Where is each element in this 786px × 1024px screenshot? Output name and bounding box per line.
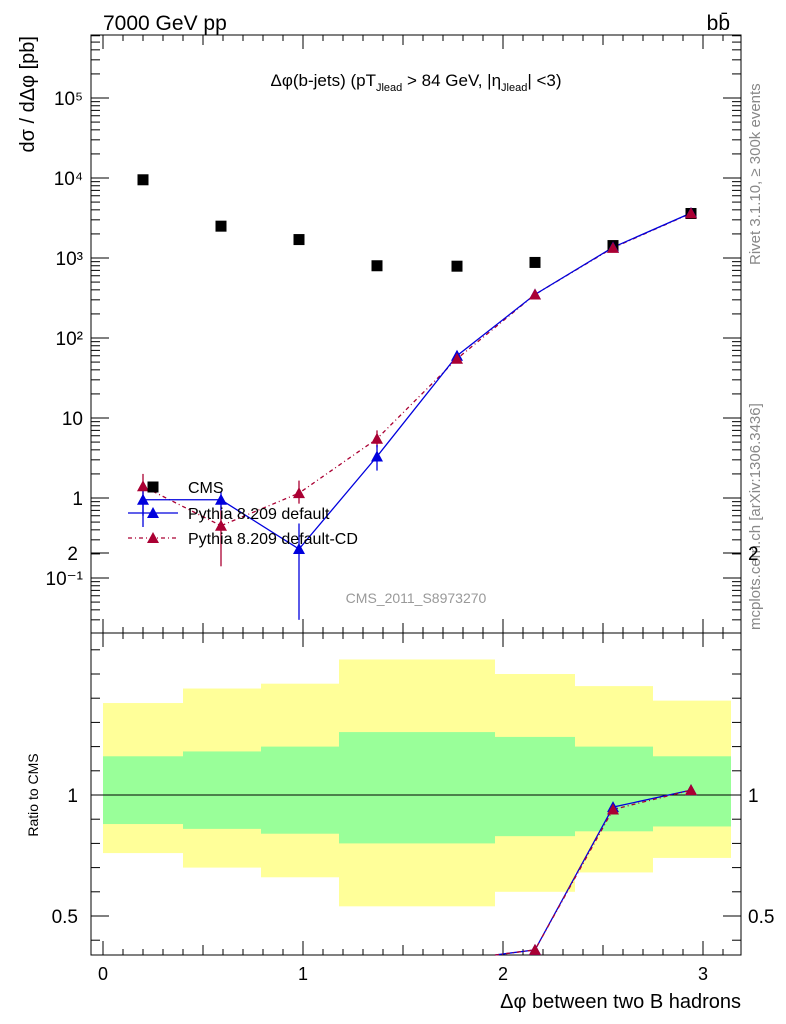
ratio-marker-pythia-cd — [529, 943, 541, 955]
ratio-y-tick-label: 1 — [67, 786, 78, 807]
marker-pythia-default — [215, 493, 227, 505]
ratio-y-tick-label: 0.5 — [52, 907, 78, 928]
x-tick-label: 0 — [98, 964, 108, 984]
legend: CMS Pythia 8.209 default Pythia 8.209 defa… — [128, 480, 358, 548]
y-tick-label: 10² — [56, 329, 83, 350]
collision-label: 7000 GeV pp — [103, 12, 227, 35]
marker-cms — [137, 174, 149, 186]
marker-pythia-cd — [607, 241, 619, 253]
marker-pythia-cd — [685, 207, 697, 219]
y-axis-label: dσ / dΔφ [pb] — [17, 36, 39, 153]
axes: 0 1 2 3 10⁻¹ 1 10 10² 10³ 10⁴ 10⁵ 0.5 0.5 1 1 2 2 — [46, 35, 774, 984]
x-tick-label: 2 — [498, 964, 508, 984]
ratio-y-tick-label-right: 2 — [748, 544, 759, 565]
series-line-pythia-cd — [142, 212, 692, 527]
ratio-band-stat-1 — [183, 751, 261, 829]
ratio-y-tick-label-right: 0.5 — [748, 907, 774, 928]
x-axis-label: Δφ between two B hadrons — [500, 991, 741, 1013]
x-tick-label: 1 — [298, 964, 308, 984]
ratio-marker-pythia-cd — [607, 803, 619, 815]
ratio-marker-pythia-cd — [685, 784, 697, 796]
legend-marker-pythia-cd — [147, 532, 159, 543]
ratio-band-stat-2 — [261, 746, 339, 834]
ratio-uncertainty-bands — [103, 659, 731, 907]
marker-cms — [371, 260, 383, 272]
marker-cms — [451, 260, 463, 272]
y-tick-label: 10⁴ — [54, 169, 83, 190]
mcplots-label: mcplots.cern.ch [arXiv:1306.3436] — [747, 403, 764, 630]
marker-pythia-default — [293, 543, 305, 555]
y-tick-label: 10³ — [56, 249, 83, 270]
ratio-y-tick-label: 2 — [67, 544, 78, 565]
ratio-plot-frame — [90, 632, 742, 956]
y-tick-label: 10⁵ — [54, 89, 83, 110]
marker-pythia-cd — [293, 487, 305, 499]
marker-cms — [293, 234, 305, 246]
marker-pythia-cd — [215, 519, 227, 531]
legend-marker-pythia-default — [147, 507, 159, 518]
process-label: bb̄ — [707, 12, 730, 35]
marker-pythia-default — [371, 450, 383, 462]
plot-title: Δφ(b-jets) (pTJlead > 84 GeV, |ηJlead| <… — [270, 71, 561, 94]
ratio-y-tick-label-right: 1 — [748, 786, 759, 807]
legend-label: Pythia 8.209 default-CD — [188, 531, 358, 548]
marker-pythia-cd — [451, 352, 463, 364]
rivet-version-label: Rivet 3.1.10, ≥ 300k events — [747, 83, 764, 265]
legend-label: CMS — [188, 480, 224, 497]
marker-cms — [215, 220, 227, 232]
ratio-band-stat-0 — [103, 756, 183, 825]
ratio-plot-series — [494, 784, 697, 956]
ratio-y-axis-label: Ratio to CMS — [25, 753, 41, 836]
marker-pythia-cd — [529, 288, 541, 300]
ratio-band-stat-4 — [495, 736, 575, 837]
main-plot-series — [137, 174, 697, 620]
ratio-band-stat-3 — [339, 732, 495, 844]
marker-pythia-cd — [371, 432, 383, 444]
series-line-pythia-default — [143, 212, 692, 550]
x-tick-label: 3 — [698, 964, 708, 984]
legend-label: Pythia 8.209 default — [188, 506, 330, 523]
y-tick-label: 10⁻¹ — [46, 569, 84, 590]
analysis-label: CMS_2011_S8973270 — [346, 590, 487, 606]
marker-pythia-cd — [137, 480, 149, 492]
ratio-band-stat-5 — [575, 746, 653, 832]
y-tick-label: 10 — [62, 409, 83, 430]
y-tick-label: 1 — [72, 489, 83, 510]
marker-cms — [529, 256, 541, 268]
legend-marker-cms — [147, 481, 159, 493]
